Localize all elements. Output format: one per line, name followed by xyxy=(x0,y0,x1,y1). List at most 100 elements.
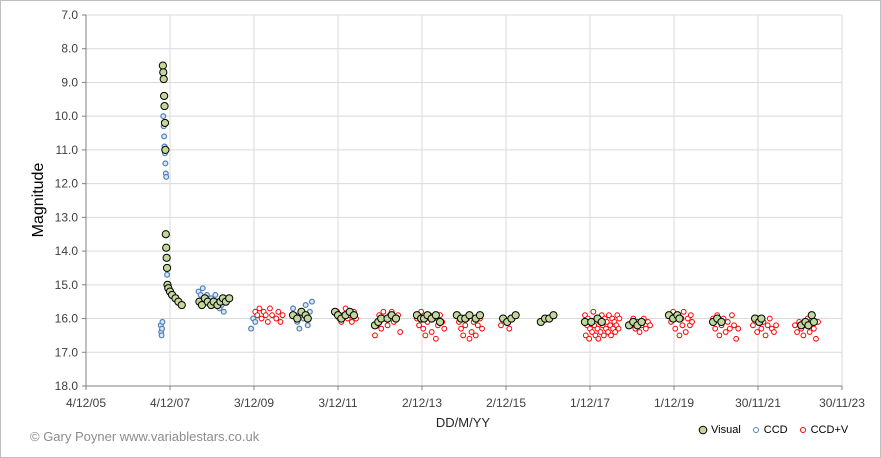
data-point-visual xyxy=(587,317,596,327)
data-point-ccd xyxy=(199,285,206,292)
data-point-ccd-v xyxy=(810,325,817,332)
data-point-visual xyxy=(162,263,172,273)
data-point-visual xyxy=(162,253,171,262)
x-tick-label: 4/12/05 xyxy=(66,396,106,410)
y-tick-label: 13.0 xyxy=(55,210,79,224)
data-point-ccd-v xyxy=(586,335,593,342)
data-point-ccd xyxy=(296,325,303,332)
data-point-visual xyxy=(161,230,170,239)
data-point-ccd-v xyxy=(458,325,464,332)
data-point-ccd-v xyxy=(479,325,485,332)
data-point-ccd-v xyxy=(432,335,439,342)
data-point-ccd-v xyxy=(729,312,735,319)
data-point-ccd-v xyxy=(726,325,733,332)
credit-text: © Gary Poyner www.variablestars.co.uk xyxy=(30,429,260,444)
data-point-ccd-v xyxy=(589,329,595,335)
data-point-ccd-v xyxy=(716,332,723,339)
data-point-ccd xyxy=(161,133,168,140)
y-tick-label: 10.0 xyxy=(55,109,79,123)
data-point-visual xyxy=(675,314,684,323)
data-point-ccd-v xyxy=(269,312,275,319)
data-point-ccd-v xyxy=(766,315,773,322)
y-tick-label: 9.0 xyxy=(61,75,78,89)
data-point-ccd-v xyxy=(608,332,614,339)
data-point-ccd-v xyxy=(582,332,589,339)
data-point-ccd-v xyxy=(384,322,391,329)
data-point-ccd xyxy=(159,318,166,325)
data-point-ccd-v xyxy=(754,329,761,335)
data-point-visual xyxy=(160,91,169,101)
data-point-ccd-v xyxy=(689,319,695,325)
y-tick-label: 16.0 xyxy=(55,312,79,326)
x-tick-label: 30/11/23 xyxy=(819,396,865,410)
data-point-ccd-v xyxy=(256,305,263,312)
x-tick-label: 3/12/11 xyxy=(318,396,357,410)
series-visual xyxy=(158,61,818,330)
data-point-ccd-v xyxy=(422,332,429,339)
x-axis-label: DD/M/YY xyxy=(436,415,491,430)
legend-marker-ccd xyxy=(752,427,759,433)
legend-item-ccd-v: CCD+V xyxy=(798,424,849,436)
x-tick-label: 4/12/07 xyxy=(150,396,190,410)
data-point-visual xyxy=(757,314,766,323)
data-point-ccd-v xyxy=(254,312,261,319)
data-point-ccd xyxy=(220,308,227,315)
data-point-ccd-v xyxy=(615,325,622,332)
data-point-ccd-v xyxy=(267,305,273,312)
data-point-ccd-v xyxy=(397,329,404,335)
data-point-ccd xyxy=(304,322,311,329)
data-point-visual xyxy=(160,101,169,111)
y-tick-label: 17.0 xyxy=(55,345,79,359)
data-point-ccd-v xyxy=(647,322,653,329)
data-point-visual xyxy=(809,317,818,327)
data-point-ccd-v xyxy=(466,335,473,342)
data-point-ccd xyxy=(248,325,255,332)
data-point-ccd xyxy=(158,332,165,339)
data-point-ccd-v xyxy=(682,329,689,335)
data-point-ccd-v xyxy=(597,329,604,335)
data-point-ccd xyxy=(302,302,309,309)
data-point-visual xyxy=(159,68,168,77)
data-point-ccd-v xyxy=(735,325,742,332)
x-tick-label: 3/12/09 xyxy=(234,396,274,410)
x-tick-label: 2/12/13 xyxy=(402,396,442,410)
data-point-ccd xyxy=(252,318,259,325)
data-point-visual xyxy=(303,314,312,323)
data-point-ccd-v xyxy=(806,329,813,335)
data-point-visual xyxy=(160,118,170,128)
y-tick-label: 7.0 xyxy=(61,8,78,22)
y-tick-label: 18.0 xyxy=(55,379,79,393)
data-point-ccd-v xyxy=(642,325,649,332)
legend-marker-visual xyxy=(698,425,708,435)
data-point-ccd-v xyxy=(813,335,819,342)
data-point-visual xyxy=(349,311,359,320)
legend-item-visual: Visual xyxy=(698,424,741,436)
data-point-ccd-v xyxy=(595,335,602,342)
data-point-ccd-v xyxy=(680,308,687,315)
data-point-ccd-v xyxy=(733,335,740,342)
data-point-ccd-v xyxy=(460,332,467,339)
legend-label-visual: Visual xyxy=(711,424,741,436)
data-point-visual xyxy=(391,314,401,323)
data-point-ccd-v xyxy=(273,315,280,322)
data-point-ccd-v xyxy=(372,332,378,339)
data-point-visual xyxy=(158,61,167,70)
legend-label-ccd-v: CCD+V xyxy=(810,424,849,436)
data-point-ccd-v xyxy=(758,325,765,332)
data-point-visual xyxy=(161,145,170,155)
data-point-ccd-v xyxy=(262,312,269,319)
y-tick-label: 12.0 xyxy=(55,177,79,191)
data-point-ccd-v xyxy=(679,322,686,329)
data-point-ccd-v xyxy=(416,322,422,329)
data-point-ccd-v xyxy=(590,308,597,315)
data-point-ccd-v xyxy=(279,312,286,319)
legend-item-ccd: CCD xyxy=(751,424,788,436)
data-point-visual xyxy=(435,317,445,327)
data-point-visual xyxy=(162,243,171,252)
data-point-ccd-v xyxy=(468,329,475,335)
data-point-ccd-v xyxy=(264,319,271,325)
data-point-visual xyxy=(511,311,520,320)
data-point-ccd-v xyxy=(348,319,355,325)
